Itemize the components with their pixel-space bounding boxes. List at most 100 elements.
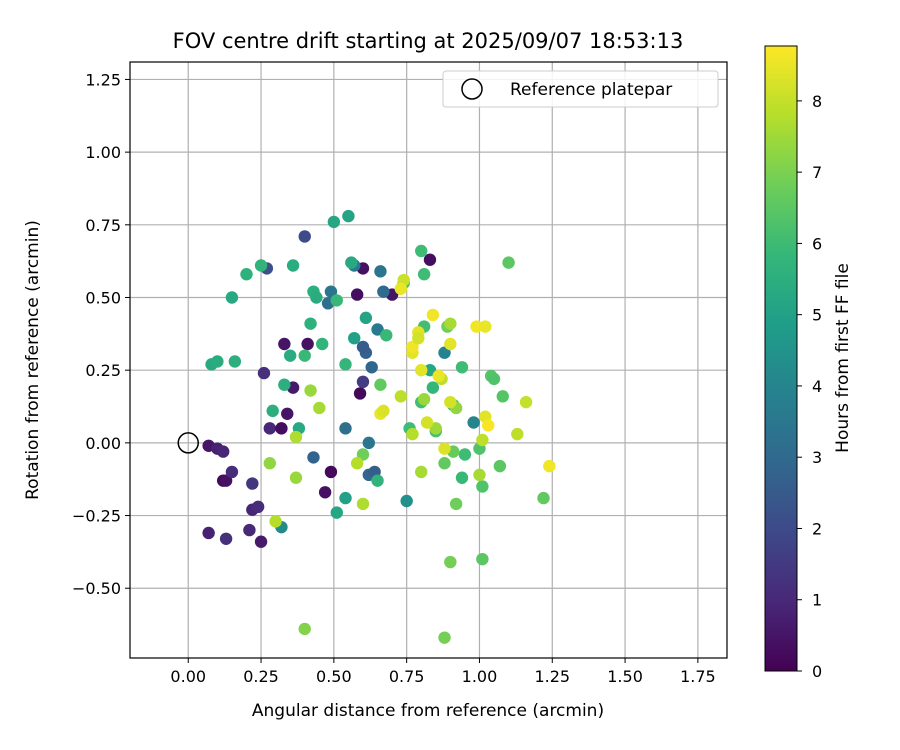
colorbar-tick-label: 3 [812, 448, 822, 467]
data-point [304, 384, 317, 397]
data-point [304, 317, 317, 330]
data-point [458, 448, 472, 461]
data-point [339, 491, 352, 505]
data-point [348, 331, 361, 345]
data-point [251, 500, 265, 514]
data-point [394, 390, 408, 403]
x-tick-label: 0.75 [389, 667, 425, 686]
data-point [467, 416, 480, 429]
data-point [438, 631, 451, 644]
data-point [219, 474, 233, 487]
x-tick-label: 1.00 [462, 667, 498, 686]
data-point [400, 494, 413, 508]
data-point [449, 497, 463, 511]
data-point [432, 369, 445, 383]
data-point [313, 401, 326, 415]
data-point [243, 523, 256, 537]
data-point [269, 515, 282, 528]
data-point [350, 457, 364, 470]
data-point [330, 294, 343, 307]
colorbar-tick-label: 2 [812, 519, 822, 538]
data-point [298, 622, 311, 636]
data-point [342, 209, 355, 223]
data-point [278, 378, 291, 391]
data-point [444, 395, 457, 409]
data-point [371, 474, 384, 487]
x-tick-label: 0.00 [170, 667, 206, 686]
data-point [377, 404, 390, 418]
data-point [426, 308, 440, 322]
data-point [202, 526, 215, 540]
data-point [216, 445, 230, 458]
y-tick-label: 0.50 [85, 288, 121, 307]
x-tick-label: 1.50 [607, 667, 643, 686]
data-point [423, 253, 437, 266]
data-point [246, 477, 259, 490]
colorbar-tick-label: 4 [812, 377, 822, 396]
data-point [476, 433, 489, 447]
x-axis: 0.00 0.25 0.50 0.75 1.00 1.25 1.50 1.75 [170, 658, 716, 686]
data-point [318, 486, 332, 499]
data-point [502, 256, 515, 269]
data-point [266, 404, 279, 418]
data-point [444, 555, 457, 569]
data-point [225, 291, 239, 304]
data-point [406, 427, 419, 441]
data-point [519, 395, 533, 409]
data-point [415, 363, 428, 377]
data-point [455, 361, 469, 374]
data-point [298, 349, 311, 362]
data-point [339, 358, 352, 371]
data-point [327, 215, 341, 229]
data-point [423, 363, 437, 377]
y-axis: −0.50 −0.25 0.00 0.25 0.50 0.75 1.00 1.25 [72, 70, 130, 598]
data-point [286, 259, 300, 272]
data-point [353, 387, 367, 400]
colorbar-tick-label: 5 [812, 306, 822, 325]
data-point [257, 366, 271, 380]
legend-box [442, 70, 719, 108]
data-point [219, 532, 233, 545]
data-point [365, 361, 378, 374]
legend: Reference platepar [442, 70, 719, 108]
data-point [371, 323, 384, 336]
data-point [356, 448, 370, 461]
data-point [455, 471, 469, 484]
colorbar-ticks: 0 1 2 3 4 5 6 7 8 [797, 92, 822, 681]
y-tick-label: 0.00 [85, 434, 121, 453]
data-point [289, 471, 303, 484]
y-tick-label: 1.00 [85, 143, 121, 162]
data-point [470, 320, 483, 333]
colorbar-tick-label: 7 [812, 163, 822, 182]
data-point [412, 331, 425, 345]
x-tick-label: 0.50 [316, 667, 352, 686]
data-point [362, 436, 375, 450]
data-point [225, 465, 239, 479]
y-tick-label: 0.75 [85, 216, 121, 235]
data-point [356, 375, 370, 389]
data-point [339, 422, 352, 435]
data-point [330, 506, 343, 519]
data-point [278, 337, 291, 351]
legend-reference-icon [461, 78, 483, 100]
x-tick-label: 1.75 [680, 667, 716, 686]
data-point [420, 416, 434, 429]
data-point [345, 256, 358, 269]
y-tick-label: 1.25 [85, 70, 121, 89]
data-point [283, 349, 297, 362]
data-point [476, 552, 489, 566]
data-point [426, 381, 440, 394]
legend-label: Reference platepar [510, 80, 672, 100]
colorbar-tick-label: 8 [812, 92, 822, 111]
colorbar-tick-label: 1 [812, 591, 822, 610]
data-point [380, 329, 393, 342]
data-point [228, 355, 242, 368]
data-point [359, 311, 373, 325]
data-point [263, 457, 276, 470]
colorbar-label: Hours from first FF file [833, 263, 853, 453]
data-point [438, 457, 451, 470]
data-point [310, 291, 323, 304]
data-point [374, 378, 387, 391]
data-point [275, 422, 288, 435]
data-point [289, 430, 303, 444]
